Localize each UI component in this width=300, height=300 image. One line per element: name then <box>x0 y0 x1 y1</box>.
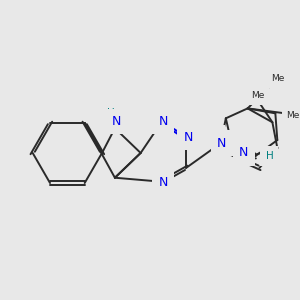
Text: N: N <box>112 115 122 128</box>
Text: N: N <box>159 115 168 128</box>
Text: N: N <box>184 130 193 144</box>
Text: Me: Me <box>286 111 300 120</box>
Text: N: N <box>217 136 226 150</box>
Text: Me: Me <box>271 74 284 83</box>
Text: H: H <box>107 108 115 118</box>
Text: H: H <box>266 151 273 161</box>
Text: Me: Me <box>251 91 264 100</box>
Text: N: N <box>159 176 168 189</box>
Text: H: H <box>212 130 220 140</box>
Text: N: N <box>239 146 248 160</box>
